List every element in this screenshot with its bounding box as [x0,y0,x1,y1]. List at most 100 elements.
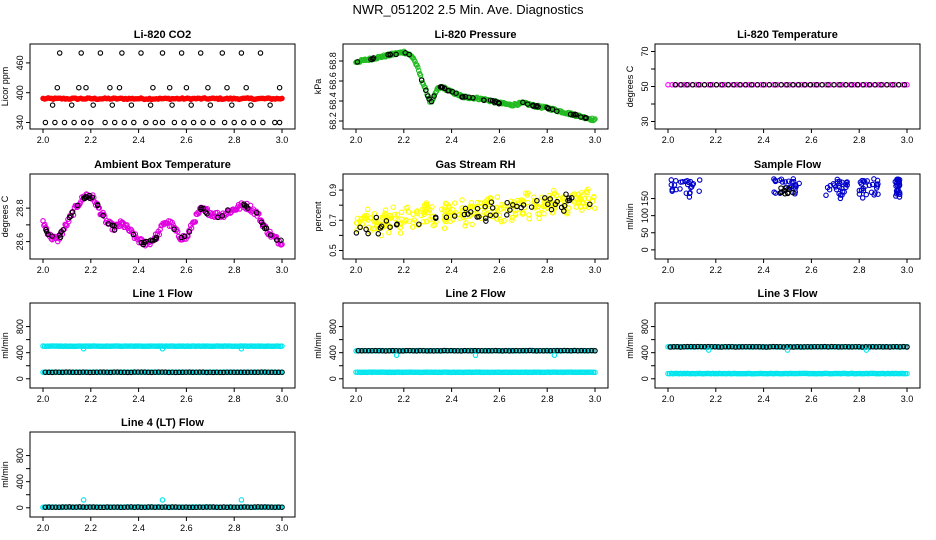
rh-rh-point [488,195,494,202]
rh-rh-point [459,205,465,211]
rh-reference-point [548,206,555,213]
sample_flow-sample_flow-point [683,190,690,196]
co2-reference-point [42,119,49,126]
line2-reference-point [383,348,389,354]
line1-reference-point [176,369,182,376]
temperature-reference-point [884,82,890,88]
co2-reference-point [276,119,283,126]
co2-reference-point [152,119,159,126]
line3-reference-point [801,344,807,350]
line3-reference-point [808,344,814,350]
line1-reference-point [207,369,213,375]
line1-reference-point [217,369,224,376]
rh-rh-point [409,224,416,230]
line3-reference-point [695,343,701,350]
line2-reference-point [355,347,362,354]
temperature-reference-point [725,82,731,88]
ambient-ambient-point [236,206,243,212]
line1-dips-point [238,346,245,352]
line2-reference-point [509,348,516,354]
co2-co2_high-point [116,84,123,91]
line1-reference-point [52,369,59,375]
line4-reference-point [145,504,152,510]
rh-rh-point [592,205,598,212]
line2-reference-point [544,347,550,354]
line3-reference-point [825,344,831,350]
line4-reference-point [83,504,90,510]
chart-title: Sample Flow [754,159,822,171]
rh-rh-point [403,217,409,223]
co2-reference-point [128,102,135,108]
line1-reference-point [83,369,90,375]
temperature-reference-point [878,82,884,88]
line2-reference-point [537,347,543,354]
ambient-reference-point [130,231,137,238]
y-tick-label: 800 [328,319,338,334]
ambient-ambient-point [273,234,280,240]
rh-reference-point [554,198,560,205]
sample_flow-sample_flow-point [832,184,839,190]
line2-reference-point [554,347,561,354]
line1-reference-point [118,369,124,376]
line1-reference-point [234,369,241,376]
line2-reference-point [448,347,454,354]
y-tick-label: 50 [640,81,650,91]
co2-points [40,50,285,126]
rh-rh-point [544,204,550,211]
line1-reference-point [63,369,69,375]
line4-reference-point [114,504,121,510]
line1-reference-point [183,369,189,375]
rh-rh-point [512,210,519,217]
line2-reference-point [455,348,461,354]
co2-reference-point [197,50,204,56]
sample_flow-sample_flow-point [790,176,797,182]
line4-reference-point [183,504,189,510]
line2-reference-point [427,348,434,354]
x-tick-label: 2.0 [37,523,50,533]
line3-panel: Line 3 Flow ml/min 2.0 2.2 2.4 2.6 2.8 3.0 0 400 8… [625,288,921,404]
sample_flow-sample_flow-point [772,177,778,184]
pressure-reference-point [570,112,577,118]
co2-reference-point [102,119,108,126]
x-tick-label: 2.4 [757,265,770,275]
line3-reference-point [828,343,835,350]
line3-reference-point [873,344,879,350]
line2-dips-point [472,352,479,359]
rh-rh-point [469,203,476,210]
rh-rh-point [494,194,501,200]
temperature-reference-point [895,82,902,88]
pressure-reference-point [354,59,361,65]
line4-reference-point [42,504,49,510]
line2-reference-point [420,347,427,354]
sample_flow-sample_flow-point [858,187,865,193]
line2-reference-point [365,347,372,354]
ambient-reference-point [225,207,231,213]
y-axis-label: ml/min [0,332,10,359]
x-tick-label: 3.0 [901,135,914,145]
line2-dips-point [393,352,400,359]
line1-reference-point [241,369,248,376]
line4-reference-point [227,504,234,510]
line3-reference-point [839,344,845,350]
line4-reference-point [121,504,128,510]
rh-rh-point [397,230,404,236]
line3-reference-point [852,343,859,350]
line3-reference-point [897,344,903,350]
y-axis-label: degrees C [625,65,635,107]
rh-reference-point [383,218,390,224]
sample_flow-sample_flow-point [873,185,880,191]
co2-reference-point [143,119,149,126]
line3-reference-point [777,343,783,350]
rh-rh-point [524,199,531,206]
line1-reference-point [224,369,230,375]
line4-reference-point [80,504,86,510]
y-tick-label: 0 [640,247,650,252]
line3-reference-point [856,343,862,350]
pressure-reference-point [426,96,432,102]
line1-reference-point [172,369,179,376]
sample_flow-sample_flow-point [843,179,849,186]
temperature-panel: Li-820 Temperature degrees C 2.0 2.2 2.4 2.6 2… [625,29,921,145]
co2-reference-point [111,119,118,126]
y-tick-label: 68.8 [328,52,338,70]
y-tick-label: 0 [15,505,25,510]
